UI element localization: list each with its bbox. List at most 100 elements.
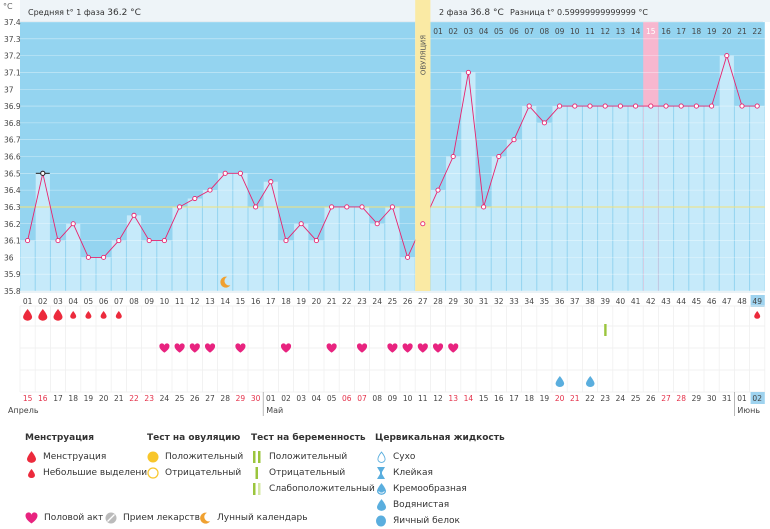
temperature-point <box>739 103 745 109</box>
cycle-day-label: 41 <box>631 297 641 306</box>
heart-icon <box>25 511 38 524</box>
intercourse-heart-icon <box>326 343 337 353</box>
temperature-point <box>131 212 137 218</box>
cycle-day-label: 24 <box>372 297 382 306</box>
month-label: Май <box>266 406 283 415</box>
temperature-point <box>557 103 563 109</box>
y-tick-label: 36.6 <box>4 153 21 162</box>
temperature-point <box>207 187 213 193</box>
sticky-icon <box>375 467 387 479</box>
cycle-day-label: 28 <box>433 297 443 306</box>
cycle-day-label: 27 <box>418 297 428 306</box>
temp-bar <box>233 173 248 291</box>
cycle-day-label: 43 <box>661 297 671 306</box>
calendar-date-label: 29 <box>692 394 702 403</box>
calendar-date-label: 27 <box>205 394 215 403</box>
calendar-date-label: 23 <box>144 394 154 403</box>
temperature-point <box>85 254 91 260</box>
post-ovulation-day-label: 19 <box>707 27 717 36</box>
cycle-day-label: 32 <box>494 297 504 306</box>
intercourse-heart-icon <box>417 343 428 353</box>
drop-icon <box>25 451 37 463</box>
calendar-date-label: 31 <box>722 394 732 403</box>
temp-bar <box>552 106 567 291</box>
y-tick-label: 37 <box>4 85 14 94</box>
temperature-point <box>541 120 547 126</box>
temp-bar <box>476 206 491 291</box>
y-tick-label: 36.2 <box>4 220 21 229</box>
temperature-point <box>754 103 760 109</box>
cycle-day-label: 34 <box>524 297 534 306</box>
cycle-day-label: 09 <box>144 297 154 306</box>
temperature-point <box>724 53 730 59</box>
temp-bar <box>339 206 354 291</box>
legend-cervical-watery: Водянистая <box>393 500 450 510</box>
temperature-point <box>161 238 167 244</box>
cycle-day-label: 13 <box>205 297 215 306</box>
post-ovulation-day-label: 04 <box>479 27 489 36</box>
legend-cervical: Цервикальная жидкость Сухо Клейкая Кремо… <box>375 433 505 529</box>
calendar-date-label: 17 <box>509 394 519 403</box>
calendar-date-label: 26 <box>190 394 200 403</box>
cycle-day-label: 06 <box>99 297 109 306</box>
calendar-date-label: 29 <box>236 394 246 403</box>
temperature-point <box>101 254 107 260</box>
cycle-day-label: 10 <box>160 297 170 306</box>
temperature-point <box>374 221 380 227</box>
calendar-date-label: 17 <box>53 394 63 403</box>
legend-spotting-label: Небольшие выделения <box>43 468 153 478</box>
y-tick-label: 37.4 <box>4 18 21 27</box>
temperature-point <box>648 103 654 109</box>
calendar-date-label: 04 <box>312 394 322 403</box>
calendar-date-label: 19 <box>84 394 94 403</box>
cervical-watery-drop-icon <box>586 376 595 388</box>
temp-bar <box>613 106 628 291</box>
calendar-date-label: 01 <box>266 394 276 403</box>
temp-bar <box>309 240 324 291</box>
calendar-date-label: 16 <box>494 394 504 403</box>
post-ovulation-day-label: 10 <box>570 27 580 36</box>
post-ovulation-day-label: 06 <box>509 27 519 36</box>
y-tick-label: 36.1 <box>4 237 21 246</box>
temperature-point <box>146 238 152 244</box>
legend-pregnancy-test: Тест на беременность Положительный Отриц… <box>251 433 375 497</box>
temp-bar <box>582 106 598 291</box>
temp-bar <box>126 215 142 291</box>
cycle-day-label: 29 <box>448 297 458 306</box>
temp-bar <box>263 181 278 291</box>
calendar-date-label: 03 <box>296 394 306 403</box>
temperature-point <box>481 204 487 210</box>
temp-bar <box>385 206 400 291</box>
temperature-point <box>678 103 684 109</box>
legend-cervical-dry: Сухо <box>393 452 416 462</box>
calendar-date-label: 14 <box>464 394 474 403</box>
temp-bar <box>157 240 172 291</box>
legend-moon: Лунный календарь <box>198 511 308 524</box>
menstruation-drop-icon <box>38 309 48 321</box>
month-label: Апрель <box>8 406 39 415</box>
small-drop-icon <box>25 467 37 479</box>
phase1-avg: 36.2 °C <box>107 8 141 18</box>
legend-menstruation: Менструация Менструация Небольшие выделе… <box>25 433 153 481</box>
intercourse-heart-icon <box>159 343 170 353</box>
y-tick-label: 36.4 <box>4 186 21 195</box>
legend-pregnancy-title: Тест на беременность <box>251 433 366 443</box>
watery-drop-icon <box>375 499 387 511</box>
month-label: Июнь <box>737 406 760 415</box>
y-tick-label: 37.1 <box>4 68 21 77</box>
intercourse-heart-icon <box>189 343 200 353</box>
calendar-date-label: 25 <box>631 394 641 403</box>
post-ovulation-day-label: 02 <box>448 27 458 36</box>
cycle-day-label: 04 <box>68 297 78 306</box>
cycle-day-label: 22 <box>342 297 352 306</box>
cycle-day-label: 49 <box>752 297 762 306</box>
temp-bar <box>35 173 50 291</box>
sun-filled-icon <box>147 451 159 463</box>
calendar-date-label: 20 <box>555 394 565 403</box>
temperature-point <box>496 153 502 160</box>
temperature-point <box>70 221 76 227</box>
cycle-day-label: 14 <box>220 297 230 306</box>
spotting-drop-icon <box>754 311 761 319</box>
cycle-day-label: 35 <box>540 297 550 306</box>
temperature-point <box>587 103 593 109</box>
